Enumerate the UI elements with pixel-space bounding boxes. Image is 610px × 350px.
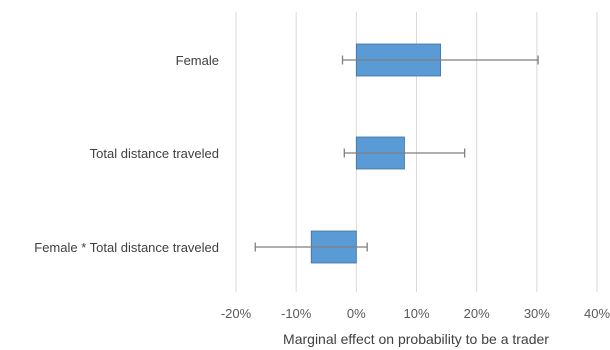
x-axis-title: Marginal effect on probability to be a t… xyxy=(283,331,549,347)
category-label: Female xyxy=(176,53,219,68)
x-tick-label: 30% xyxy=(524,306,550,321)
x-tick-label: 10% xyxy=(403,306,429,321)
x-tick-label: 20% xyxy=(464,306,490,321)
category-label: Total distance traveled xyxy=(90,146,219,161)
x-tick-label: -20% xyxy=(221,306,252,321)
category-labels: Female Total distance traveled Female * To… xyxy=(34,53,219,255)
x-tick-label: -10% xyxy=(281,306,312,321)
category-label: Female * Total distance traveled xyxy=(34,240,219,255)
x-tick-label: 40% xyxy=(584,306,610,321)
error-bars xyxy=(254,55,539,252)
x-tick-labels: -20% -10% 0% 10% 20% 30% 40% xyxy=(221,306,610,321)
x-tick-label: 0% xyxy=(347,306,366,321)
